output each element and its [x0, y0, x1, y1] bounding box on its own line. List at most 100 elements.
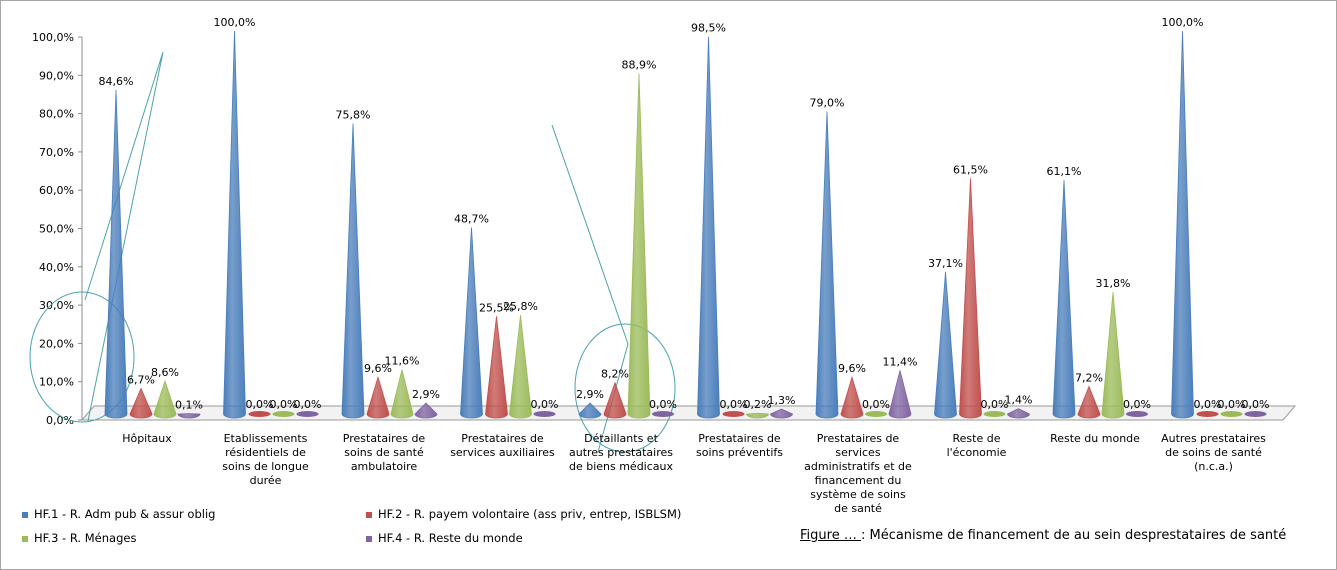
category-label: Reste de l'économie	[946, 432, 1007, 459]
bar-2-3	[366, 375, 390, 419]
bar-3-8	[983, 411, 1006, 417]
y-tick-label: 60,0%	[39, 184, 74, 197]
legend-label: HF.2 - R. payem volontaire (ass priv, en…	[378, 507, 682, 521]
legend-swatch	[366, 511, 372, 518]
data-label: 1,4%	[1005, 394, 1033, 407]
y-tick-label: 10,0%	[39, 376, 74, 389]
data-label: 1,3%	[768, 394, 796, 407]
category-label: Prestataires de soins préventifs	[696, 432, 783, 459]
data-label: 0,2%	[744, 398, 772, 411]
data-label: 79,0%	[810, 96, 845, 109]
data-label: 0,0%	[1242, 398, 1270, 411]
data-label: 2,9%	[576, 388, 604, 401]
bar-4-5	[652, 411, 674, 417]
bar-2-2	[248, 411, 271, 417]
category-label: Prestataires de services administratifs …	[804, 432, 912, 515]
data-label: 0,0%	[294, 398, 322, 411]
y-tick-label: 20,0%	[39, 337, 74, 350]
bar-3-5	[627, 73, 651, 419]
data-label: 0,0%	[862, 398, 890, 411]
data-label: 7,2%	[1075, 371, 1103, 384]
data-label: 88,9%	[622, 59, 657, 72]
data-label: 11,4%	[883, 355, 918, 368]
legend-item: HF.2 - R. payem volontaire (ass priv, en…	[366, 507, 681, 521]
data-label: 2,9%	[412, 388, 440, 401]
data-label: 31,8%	[1096, 277, 1131, 290]
bar-2-1	[129, 387, 153, 419]
bar-1-6	[697, 36, 720, 419]
data-label: 0,1%	[175, 399, 203, 412]
category-label: Prestataires de services auxiliaires	[450, 432, 555, 459]
category-label: Prestataires de soins de santé ambulatoi…	[342, 432, 426, 473]
data-label: 0,0%	[981, 398, 1009, 411]
data-label: 6,7%	[127, 373, 155, 386]
y-tick-label: 50,0%	[39, 223, 74, 236]
y-tick-label: 100,0%	[32, 31, 74, 44]
data-label: 0,0%	[270, 398, 298, 411]
bar-4-6	[770, 408, 793, 419]
bar-1-3	[341, 123, 365, 419]
data-label: 8,6%	[151, 366, 179, 379]
category-label: Détaillants et autres prestataires de bi…	[568, 432, 674, 473]
legend-item: HF.1 - R. Adm pub & assur oblig	[22, 507, 215, 521]
legend-label: HF.1 - R. Adm pub & assur oblig	[34, 507, 216, 521]
legend-swatch	[366, 535, 372, 542]
bar-3-10	[1220, 411, 1243, 417]
category-label: Hôpitaux	[122, 432, 172, 445]
legend-label: HF.3 - R. Ménages	[34, 531, 137, 545]
legend-swatch	[22, 535, 28, 542]
bar-1-8	[934, 271, 957, 419]
bar-2-10	[1196, 411, 1219, 417]
data-label: 98,5%	[691, 22, 726, 35]
bar-3-4	[509, 315, 532, 419]
bar-1-2	[223, 30, 246, 419]
data-label: 61,5%	[953, 163, 988, 176]
data-label: 0,0%	[1194, 398, 1222, 411]
bar-3-2	[272, 411, 295, 417]
bar-4-7	[888, 370, 912, 419]
bar-2-4	[485, 316, 508, 419]
data-label: 84,6%	[99, 75, 134, 88]
y-tick-label: 70,0%	[39, 146, 74, 159]
bar-1-1	[104, 89, 128, 419]
bar-4-10	[1244, 411, 1267, 417]
y-tick-label: 80,0%	[39, 108, 74, 121]
data-label: 9,6%	[838, 362, 866, 375]
bar-1-4	[460, 227, 483, 419]
data-label: 0,0%	[246, 398, 274, 411]
callout-ellipse	[29, 291, 135, 423]
bar-4-2	[296, 411, 319, 417]
callout-ellipse	[574, 323, 676, 453]
data-label: 100,0%	[214, 16, 256, 29]
data-label: 8,2%	[601, 368, 629, 381]
bar-3-6	[746, 412, 769, 419]
y-tick-label: 90,0%	[39, 69, 74, 82]
data-label: 0,0%	[649, 398, 677, 411]
figure-caption: Figure … : Mécanisme de financement de a…	[800, 528, 1286, 543]
data-label: 0,0%	[531, 398, 559, 411]
bar-3-9	[1101, 292, 1125, 419]
data-label: 75,8%	[336, 109, 371, 122]
bar-4-9	[1126, 411, 1148, 417]
legend-item: HF.4 - R. Reste du monde	[366, 531, 523, 545]
bar-2-9	[1077, 385, 1101, 419]
bar-1-10	[1171, 30, 1194, 419]
bar-4-1	[177, 413, 201, 419]
data-label: 100,0%	[1162, 16, 1204, 29]
figure-label: Figure …	[800, 528, 861, 543]
bar-4-4	[533, 411, 556, 417]
data-label: 25,5%	[479, 301, 514, 314]
data-label: 25,8%	[503, 300, 538, 313]
data-label: 0,0%	[720, 398, 748, 411]
bar-1-5	[578, 402, 602, 419]
legend-item: HF.3 - R. Ménages	[22, 531, 136, 545]
category-label: Etablissements résidentiels de soins de …	[222, 432, 309, 487]
data-label: 48,7%	[454, 212, 489, 225]
bar-3-7	[865, 411, 887, 417]
data-label: 11,6%	[385, 355, 420, 368]
data-label: 0,0%	[1218, 398, 1246, 411]
bar-4-8	[1007, 408, 1030, 419]
bar-2-5	[603, 381, 627, 419]
category-label: Reste du monde	[1050, 432, 1140, 445]
category-label: Autres prestataires de soins de santé (n…	[1161, 432, 1266, 473]
